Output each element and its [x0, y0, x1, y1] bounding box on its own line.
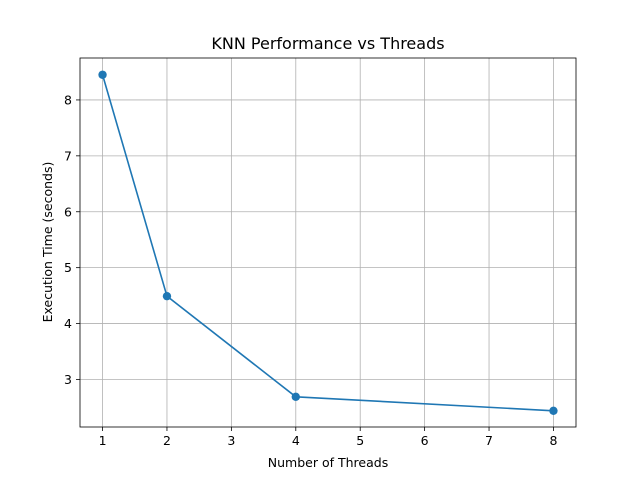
x-tick-label: 1 — [99, 433, 107, 448]
y-tick-label: 6 — [64, 204, 72, 219]
y-tick-label: 5 — [64, 260, 72, 275]
x-tick-label: 4 — [292, 433, 300, 448]
chart-title: KNN Performance vs Threads — [211, 34, 444, 53]
series-layer — [98, 70, 558, 415]
x-tick-label: 7 — [485, 433, 493, 448]
data-point — [162, 291, 172, 301]
x-tick-label: 5 — [356, 433, 364, 448]
x-tick-label: 3 — [227, 433, 235, 448]
ticks: 1 2 3 4 5 6 7 8 3 4 5 6 7 8 — [64, 92, 557, 448]
series-line — [101, 74, 554, 412]
data-point — [291, 392, 300, 402]
y-tick-label: 4 — [64, 316, 72, 331]
y-tick-label: 3 — [64, 372, 72, 387]
y-tick-label: 8 — [64, 92, 72, 107]
x-tick-label: 6 — [421, 433, 429, 448]
x-axis-label: Number of Threads — [268, 455, 388, 470]
plot-frame — [79, 57, 577, 428]
data-point — [549, 406, 558, 415]
y-axis-label: Execution Time (seconds) — [40, 162, 55, 323]
y-tick-label: 7 — [64, 148, 72, 163]
data-point — [98, 70, 107, 79]
grid — [80, 58, 576, 427]
x-tick-label: 2 — [163, 433, 171, 448]
x-tick-label: 8 — [549, 433, 557, 448]
